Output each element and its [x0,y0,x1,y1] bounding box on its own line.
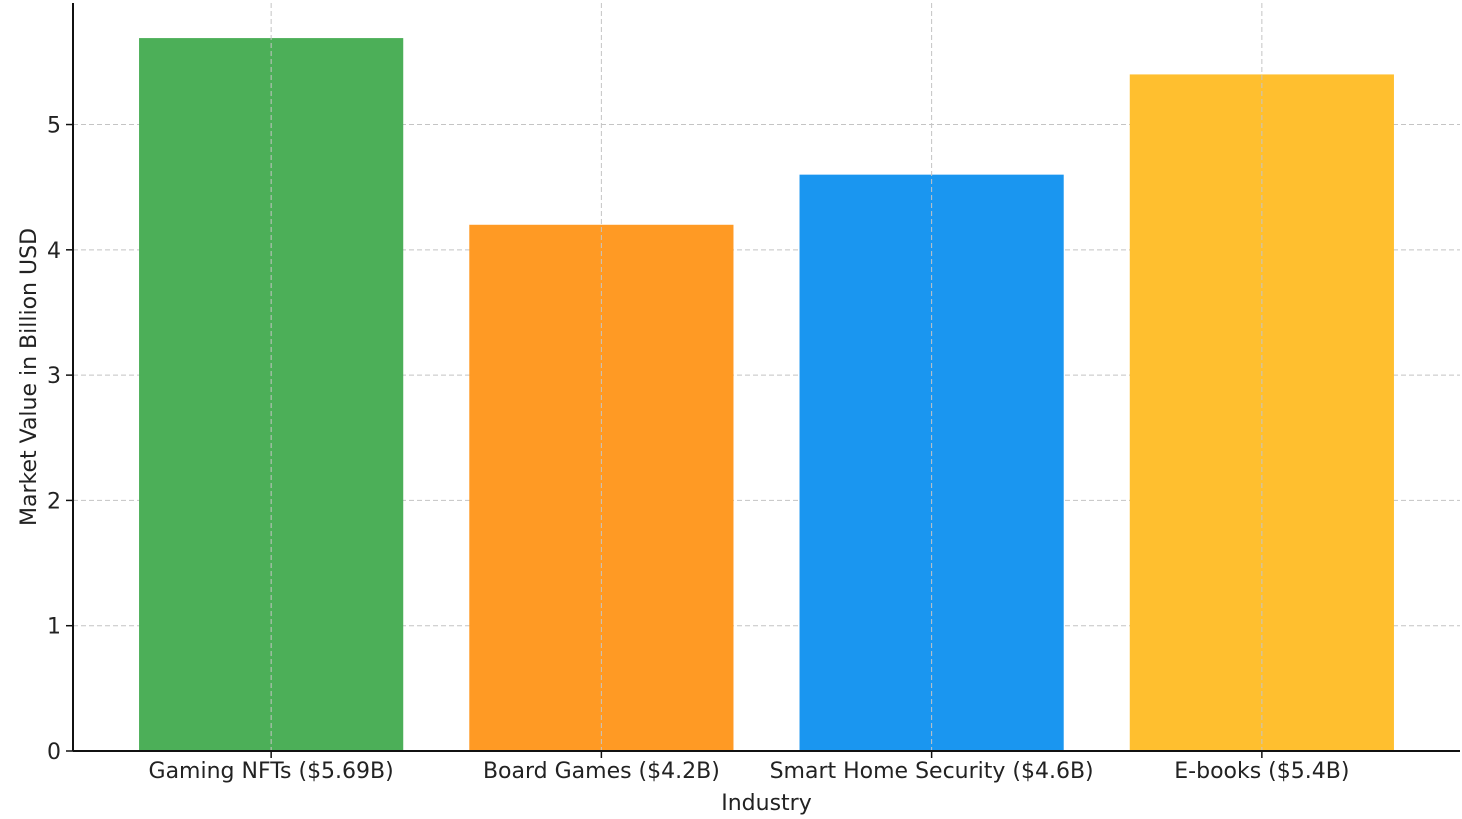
x-tick-label: E-books ($5.4B) [1174,759,1349,784]
y-tick-label: 0 [47,740,61,765]
x-axis-title: Industry [721,791,812,816]
y-tick-label: 1 [47,615,61,640]
y-tick-label: 3 [47,364,61,389]
y-tick-labels: 0 1 2 3 4 5 [47,114,73,765]
x-tick-label: Gaming NFTs ($5.69B) [149,759,394,784]
x-tick-labels: Gaming NFTs ($5.69B) Board Games ($4.2B) S… [149,751,1349,784]
y-tick-label: 4 [47,239,61,264]
x-tick-label: Smart Home Security ($4.6B) [770,759,1094,784]
y-tick-label: 5 [47,114,61,139]
x-tick-label: Board Games ($4.2B) [483,759,720,784]
y-tick-label: 2 [47,489,61,514]
bar-layer [139,38,1394,751]
y-axis-title: Market Value in Billion USD [17,228,42,526]
v-grid-layer [270,3,1263,751]
